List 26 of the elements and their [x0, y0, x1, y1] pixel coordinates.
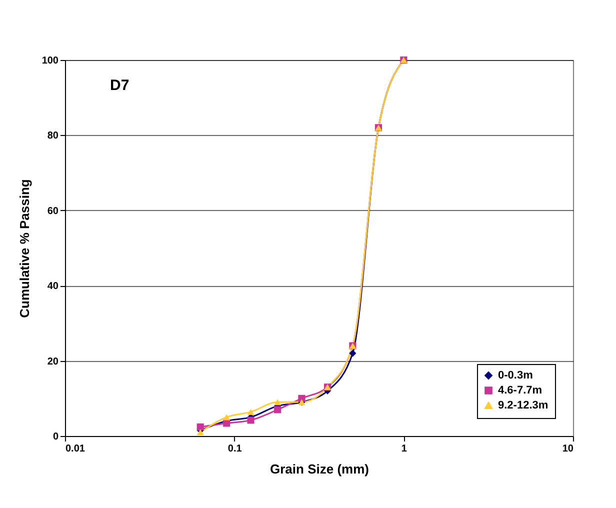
y-tick-label: 60 [47, 206, 59, 217]
point [274, 406, 282, 414]
point [196, 429, 204, 436]
x-tick-label: 0.1 [228, 444, 242, 454]
legend-label: 4.6-7.7m [498, 384, 542, 396]
point [349, 350, 356, 357]
x-tick-label: 1 [401, 444, 408, 454]
point [247, 416, 254, 424]
annotation: D7 [110, 77, 130, 94]
point [223, 414, 230, 420]
point [223, 420, 230, 427]
point [298, 394, 306, 402]
y-axis-title: Cumulative % Passing [16, 179, 32, 318]
legend-label: 9.2-12.3m [498, 400, 548, 412]
y-tick-label: 100 [42, 56, 59, 66]
y-tick-label: 20 [47, 356, 59, 368]
y-tick-label: 80 [47, 130, 59, 142]
point [274, 399, 282, 406]
point [196, 423, 204, 431]
x-tick-label: 0.01 [66, 444, 86, 454]
y-tick-label: 0 [52, 432, 59, 442]
x-tick-label: 10 [562, 444, 574, 454]
legend-label: 0-0.3m [498, 370, 534, 382]
point [247, 408, 254, 415]
y-tick-label: 40 [47, 281, 59, 292]
x-axis-title: Grain Size (mm) [270, 462, 369, 476]
